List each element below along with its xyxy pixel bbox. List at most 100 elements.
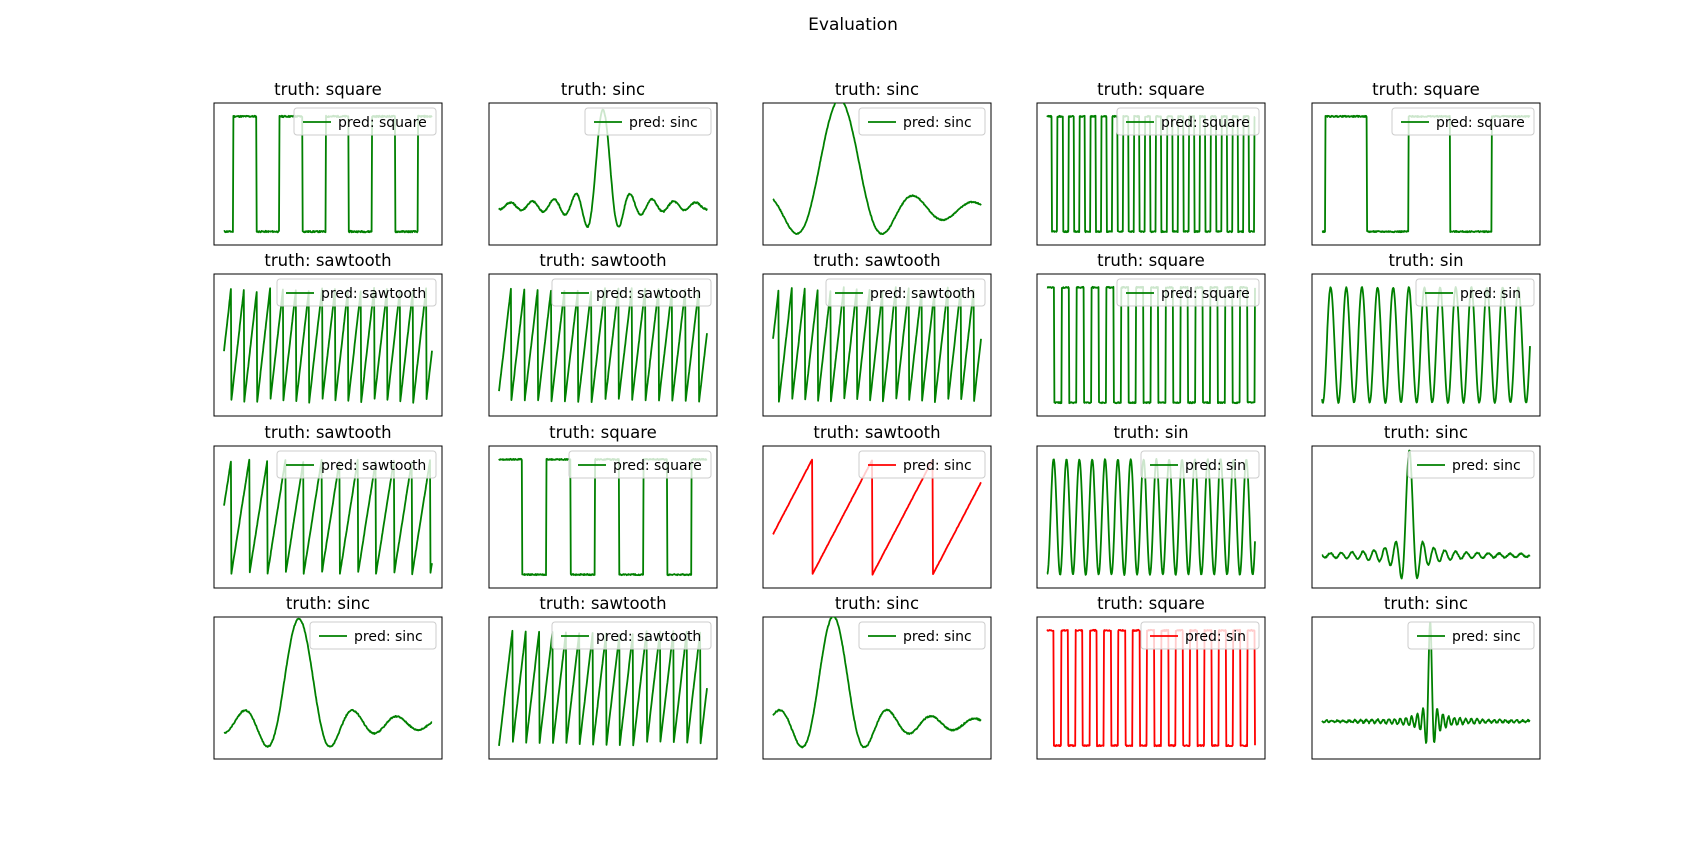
subplot-panel: truth: square pred: square (213, 80, 443, 246)
subplot-panel: truth: sawtooth pred: sawtooth (488, 594, 718, 760)
subplot-panel: truth: sinc pred: sinc (213, 594, 443, 760)
legend-label: pred: sawtooth (596, 286, 701, 302)
legend-box (568, 450, 712, 479)
figure-title: Evaluation (808, 15, 898, 35)
subplot-title: truth: sinc (1384, 594, 1468, 613)
legend-box (1140, 621, 1260, 650)
subplot-title: truth: sawtooth (813, 251, 940, 270)
subplot-panel: truth: square pred: square (1036, 251, 1266, 417)
legend-box (1415, 278, 1535, 307)
subplot-title: truth: sawtooth (813, 423, 940, 442)
legend-label: pred: square (1436, 115, 1525, 131)
subplot-title: truth: square (1097, 80, 1205, 99)
legend-box (1116, 107, 1260, 136)
subplot-panel: truth: square pred: square (1036, 80, 1266, 246)
legend: pred: square (293, 107, 437, 136)
subplot-title: truth: sinc (286, 594, 370, 613)
subplot-title: truth: sawtooth (264, 423, 391, 442)
legend-box (551, 621, 712, 650)
legend: pred: square (1116, 278, 1260, 307)
subplot-panel: truth: sinc pred: sinc (1311, 423, 1541, 589)
series-line (1321, 621, 1531, 744)
legend: pred: sawtooth (551, 278, 712, 307)
legend-label: pred: sawtooth (870, 286, 975, 302)
legend-label: pred: sinc (629, 115, 698, 131)
legend: pred: sinc (858, 450, 986, 479)
legend: pred: sawtooth (551, 621, 712, 650)
legend-box (276, 450, 437, 479)
subplot-panel: truth: sawtooth pred: sawtooth (213, 423, 443, 589)
subplot-title: truth: sawtooth (539, 594, 666, 613)
legend-label: pred: square (1161, 286, 1250, 302)
legend-label: pred: sawtooth (321, 286, 426, 302)
legend-box (858, 621, 986, 650)
subplot-title: truth: sin (1113, 423, 1188, 442)
subplot-panel: truth: sinc pred: sinc (762, 80, 992, 246)
legend: pred: sin (1415, 278, 1535, 307)
subplot-title: truth: sinc (561, 80, 645, 99)
legend-label: pred: sin (1460, 286, 1521, 302)
subplot-title: truth: sinc (835, 80, 919, 99)
legend-label: pred: square (613, 458, 702, 474)
subplot-title: truth: square (1097, 251, 1205, 270)
legend-box (858, 107, 986, 136)
legend: pred: sinc (858, 107, 986, 136)
legend-label: pred: sawtooth (321, 458, 426, 474)
subplot-title: truth: square (274, 80, 382, 99)
subplot-title: truth: sinc (835, 594, 919, 613)
legend-label: pred: sawtooth (596, 629, 701, 645)
series-line (223, 287, 433, 404)
legend-box (1407, 450, 1535, 479)
series-line (223, 617, 433, 748)
legend: pred: square (568, 450, 712, 479)
legend: pred: sinc (1407, 450, 1535, 479)
series-line (772, 458, 982, 576)
legend-label: pred: sinc (903, 629, 972, 645)
legend-box (1140, 450, 1260, 479)
subplot-panel: truth: sawtooth pred: sawtooth (213, 251, 443, 417)
legend: pred: sin (1140, 621, 1260, 650)
legend: pred: sawtooth (276, 450, 437, 479)
legend-label: pred: sin (1185, 458, 1246, 474)
legend: pred: square (1116, 107, 1260, 136)
subplot-panel: truth: square pred: sin (1036, 594, 1266, 760)
legend-box (825, 278, 986, 307)
legend-label: pred: square (1161, 115, 1250, 131)
series-line (772, 617, 982, 749)
subplot-title: truth: square (1097, 594, 1205, 613)
legend-box (276, 278, 437, 307)
subplot-title: truth: square (1372, 80, 1480, 99)
legend-box (858, 450, 986, 479)
subplot-panel: truth: sawtooth pred: sawtooth (488, 251, 718, 417)
subplot-title: truth: sinc (1384, 423, 1468, 442)
subplot-panel: truth: sinc pred: sinc (488, 80, 718, 246)
subplot-panel: truth: sin pred: sin (1036, 423, 1266, 589)
subplot-title: truth: sin (1388, 251, 1463, 270)
legend-box (1407, 621, 1535, 650)
subplot-panel: truth: sawtooth pred: sawtooth (762, 251, 992, 417)
subplot-panel: truth: square pred: square (488, 423, 718, 589)
subplot-panel: truth: square pred: square (1311, 80, 1541, 246)
legend-box (1116, 278, 1260, 307)
legend-box (309, 621, 437, 650)
subplot-title: truth: sawtooth (539, 251, 666, 270)
legend-box (551, 278, 712, 307)
subplot-panel: truth: sin pred: sin (1311, 251, 1541, 417)
subplot-panel: truth: sawtooth pred: sinc (762, 423, 992, 589)
series-line (772, 103, 982, 235)
series-line (223, 458, 433, 576)
series-line (1046, 114, 1256, 234)
subplot-title: truth: sawtooth (264, 251, 391, 270)
subplot-panel: truth: sinc pred: sinc (762, 594, 992, 760)
legend: pred: sinc (309, 621, 437, 650)
legend-label: pred: sinc (903, 115, 972, 131)
legend-label: pred: square (338, 115, 427, 131)
legend-label: pred: sinc (903, 458, 972, 474)
legend-box (293, 107, 437, 136)
subplot-grid: truth: square pred: square truth: sinc pred… (213, 80, 1541, 760)
legend-box (584, 107, 712, 136)
legend: pred: sawtooth (825, 278, 986, 307)
legend-label: pred: sinc (1452, 629, 1521, 645)
subplot-title: truth: square (549, 423, 657, 442)
